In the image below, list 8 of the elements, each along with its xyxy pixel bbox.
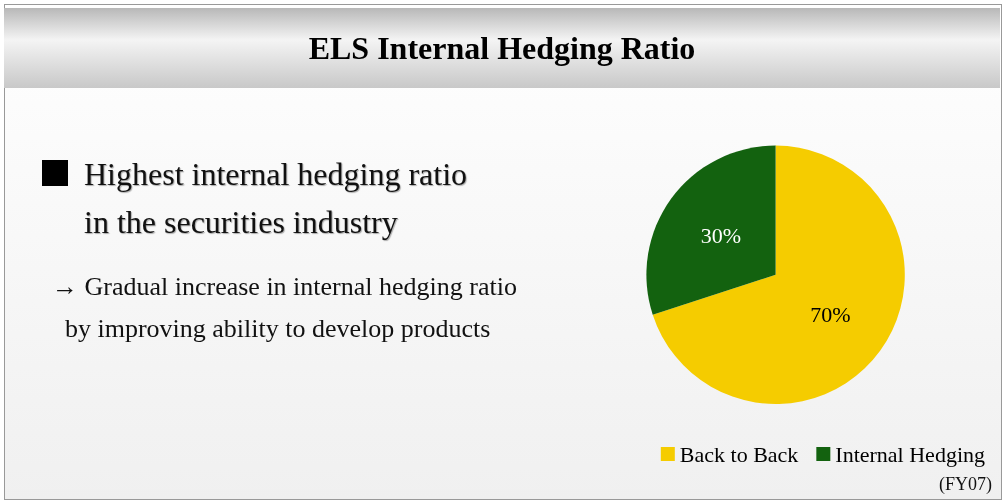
text: Highest internal hedging ratio in the securities industry xyxy=(84,155,468,242)
legend-label: Internal Hedging xyxy=(835,441,985,467)
data-label: 30% xyxy=(700,222,742,248)
legend-label: Back to Back xyxy=(679,441,799,467)
text: → Gradual increase in internal hedging ratio by improving ability to develop products xyxy=(52,271,517,345)
text: (FY07) xyxy=(939,474,992,495)
data-label: 70% xyxy=(810,302,851,328)
chart-title: ELS Internal Hedging Ratio xyxy=(4,8,1000,88)
